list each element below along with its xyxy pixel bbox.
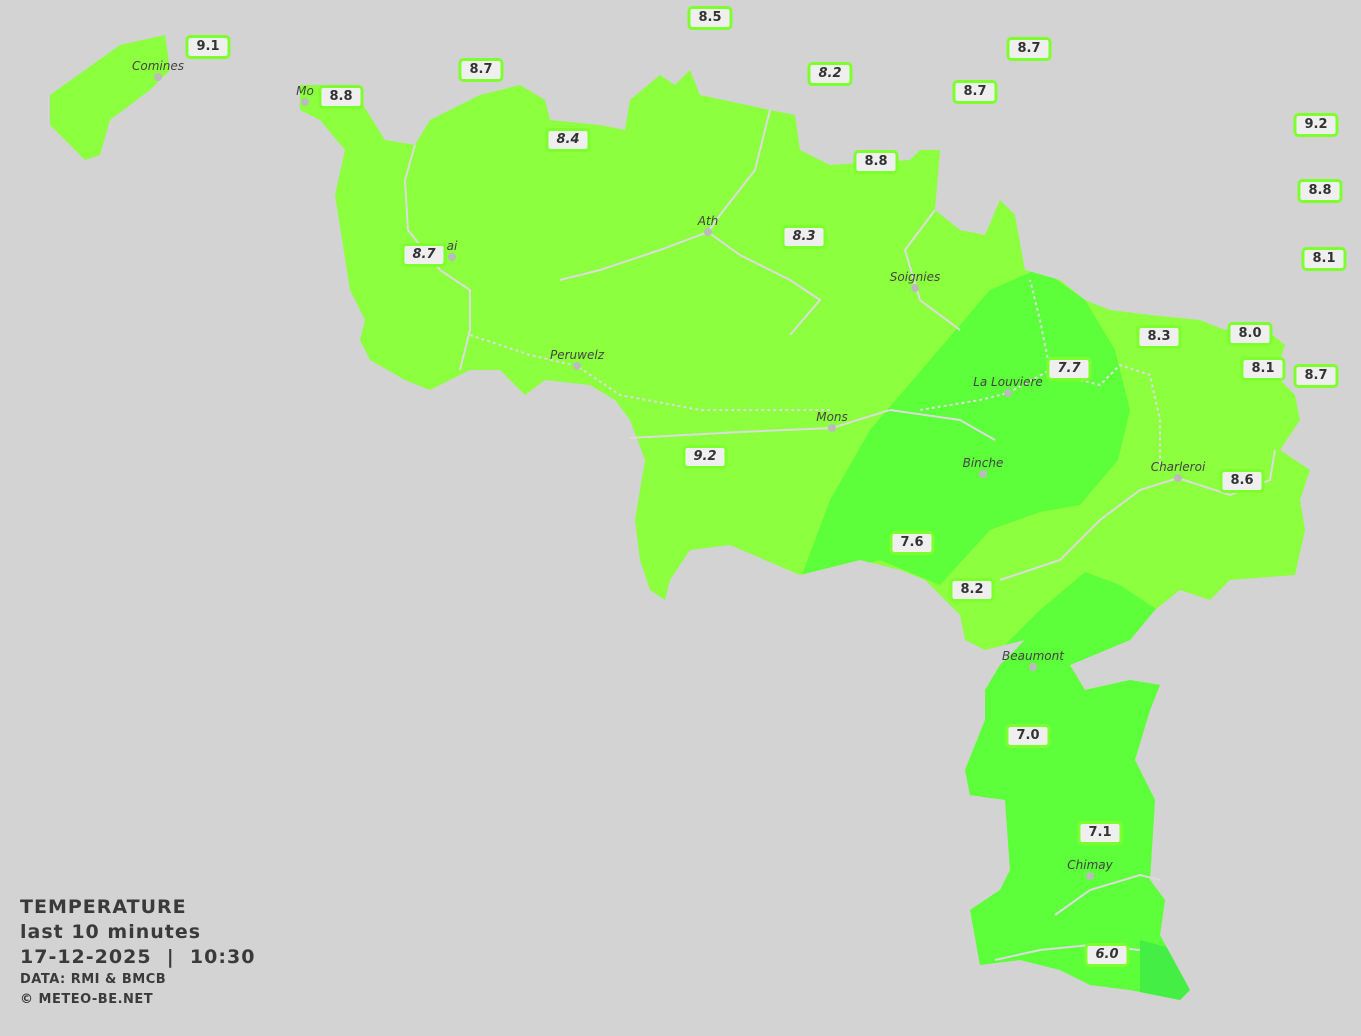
city-dot — [979, 470, 987, 478]
station-temperature-label[interactable]: 9.1 — [185, 35, 231, 59]
zone-7-8-central — [800, 268, 1130, 585]
city-dot — [573, 362, 581, 370]
station-temperature-label[interactable]: 8.3 — [1136, 325, 1182, 349]
city-dot — [1174, 474, 1182, 482]
station-temperature-label[interactable]: 8.7 — [1293, 364, 1339, 388]
station-temperature-label[interactable]: 8.7 — [952, 80, 998, 104]
city-label: Binche — [962, 456, 1004, 470]
city-label: Beaumont — [1002, 649, 1064, 663]
city-label: Chimay — [1067, 858, 1113, 872]
station-temperature-label[interactable]: 8.2 — [949, 578, 995, 602]
station-temperature-label[interactable]: 9.2 — [682, 445, 728, 469]
city-label: Charleroi — [1150, 460, 1206, 474]
legend-title: TEMPERATURE — [20, 896, 187, 918]
city-dot — [1029, 663, 1037, 671]
city-dot — [828, 424, 836, 432]
station-temperature-label[interactable]: 8.0 — [1227, 322, 1273, 346]
station-temperature-label[interactable]: 9.2 — [1293, 113, 1339, 137]
city-label: Peruwelz — [550, 348, 604, 362]
city-dot — [154, 73, 162, 81]
station-temperature-label[interactable]: 8.8 — [1297, 179, 1343, 203]
map-legend: TEMPERATURE last 10 minutes 17-12-2025 |… — [20, 895, 255, 1010]
city-label: ai — [446, 239, 458, 253]
borders — [469, 279, 1161, 470]
station-temperature-label[interactable]: 8.8 — [853, 150, 899, 174]
legend-copyright: © METEO-BE.NET — [20, 992, 154, 1007]
city-dot — [448, 253, 456, 261]
station-temperature-label[interactable]: 7.0 — [1005, 724, 1051, 748]
station-temperature-label[interactable]: 8.2 — [807, 62, 853, 86]
city-label: Mons — [816, 410, 848, 424]
station-temperature-label[interactable]: 8.1 — [1240, 357, 1286, 381]
station-temperature-label[interactable]: 8.7 — [1006, 37, 1052, 61]
legend-period: last 10 minutes — [20, 921, 202, 943]
city-dot — [1086, 872, 1094, 880]
station-temperature-label[interactable]: 8.4 — [545, 128, 591, 152]
station-temperature-label[interactable]: 8.1 — [1301, 247, 1347, 271]
legend-source: DATA: RMI & BMCB — [20, 972, 167, 987]
station-temperature-label[interactable]: 7.1 — [1077, 821, 1123, 845]
city-label: La Louviere — [973, 375, 1043, 389]
city-label: Comines — [132, 59, 184, 73]
station-temperature-label[interactable]: 8.3 — [781, 225, 827, 249]
station-temperature-label[interactable]: 8.8 — [318, 85, 364, 109]
city-dot — [911, 284, 919, 292]
station-temperature-label[interactable]: 8.6 — [1219, 469, 1265, 493]
zone-6 — [1140, 940, 1195, 1000]
station-temperature-label[interactable]: 8.7 — [401, 243, 447, 267]
station-temperature-label[interactable]: 7.7 — [1046, 357, 1092, 381]
station-temperature-label[interactable]: 8.7 — [458, 58, 504, 82]
station-temperature-label[interactable]: 6.0 — [1084, 943, 1130, 967]
legend-datetime: 17-12-2025 | 10:30 — [20, 946, 256, 968]
city-label: Ath — [697, 214, 719, 228]
zone-7-8-south — [950, 572, 1210, 1000]
city-dot — [301, 98, 309, 106]
city-label: Mo — [296, 84, 314, 98]
city-label: Soignies — [889, 270, 941, 284]
station-temperature-label[interactable]: 7.6 — [889, 531, 935, 555]
station-temperature-label[interactable]: 8.5 — [687, 6, 733, 30]
city-dot — [704, 228, 712, 236]
city-dot — [1004, 389, 1012, 397]
